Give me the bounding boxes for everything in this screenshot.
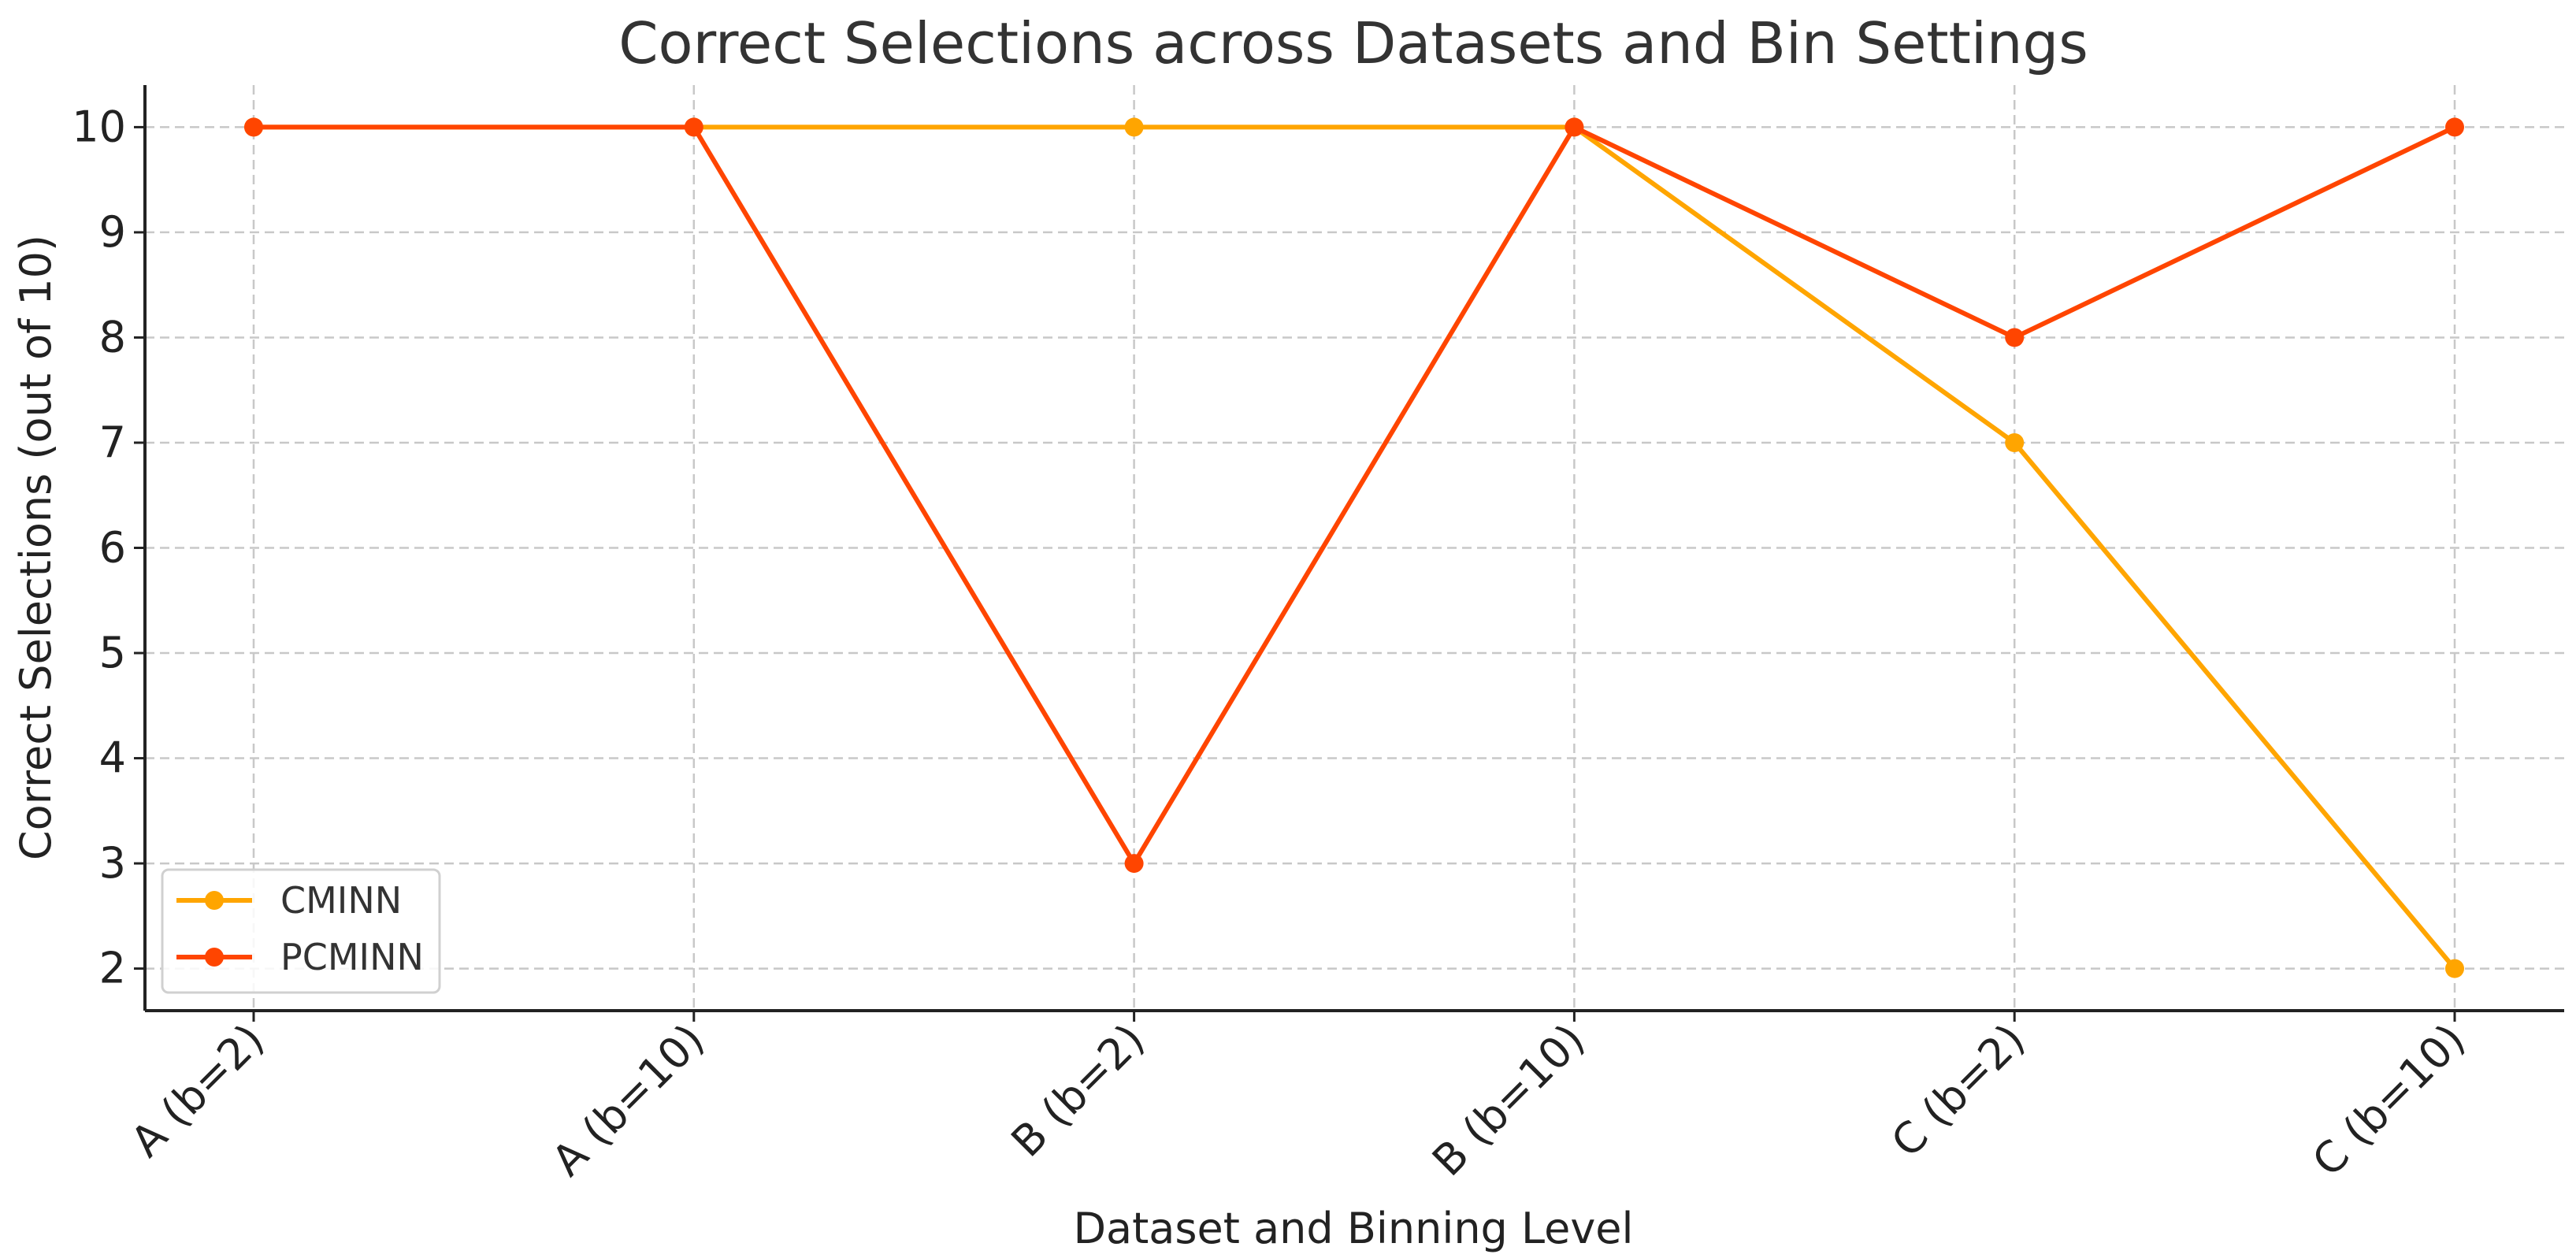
y-tick-label: 7 [99,417,126,467]
legend: CMINN PCMINN [161,868,441,994]
y-tick-label: 10 [72,102,126,151]
grid [145,85,2564,1011]
legend-label-pcminn: PCMINN [280,936,424,978]
legend-marker-cminn [205,891,224,910]
x-tick-label: A (b=2) [121,1015,273,1167]
y-tick-label: 8 [99,312,126,362]
y-tick-label: 5 [99,628,126,677]
x-tick-label: A (b=10) [543,1015,714,1186]
series-layer [244,117,2464,978]
data-point-pcminn [684,117,703,137]
data-point-cminn [2445,959,2464,978]
y-tick-label: 3 [99,838,126,888]
data-point-pcminn [2445,117,2464,137]
data-point-cminn [1124,117,1144,137]
legend-marker-pcminn [205,948,224,967]
y-tick-label: 4 [99,733,126,783]
data-point-pcminn [1565,117,1584,137]
y-axis-label: Correct Selections (out of 10) [11,235,61,860]
data-point-pcminn [244,117,263,137]
legend-label-cminn: CMINN [280,879,402,922]
chart-title: Correct Selections across Datasets and B… [618,10,2088,76]
x-tick-label: C (b=2) [1882,1015,2035,1167]
x-axis-label: Dataset and Binning Level [1073,1204,1633,1253]
x-tick-label: B (b=2) [1002,1015,1154,1167]
y-tick-label: 9 [99,207,126,257]
series-line-pcminn [254,124,2456,866]
ticks: 2 3 4 5 6 7 8 9 10 A (b=2) A (b=10) B (b=2) B (b=10)… [72,102,2474,1186]
x-tick-label: C (b=10) [2303,1015,2474,1186]
x-tick-label: B (b=10) [1423,1015,1594,1186]
y-tick-label: 6 [99,523,126,573]
data-point-pcminn [2005,328,2025,347]
data-point-cminn [2005,432,2025,452]
data-point-pcminn [1124,854,1144,874]
y-tick-label: 2 [99,944,126,993]
